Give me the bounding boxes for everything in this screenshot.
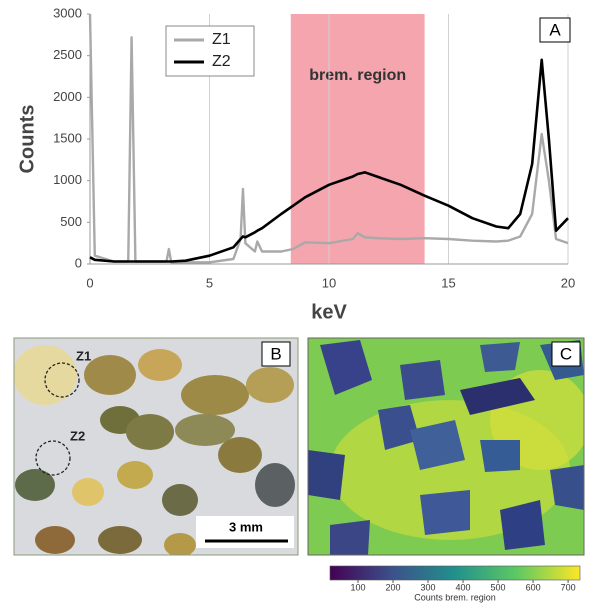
legend-box [166, 26, 254, 76]
grain [218, 437, 262, 473]
map-grain [480, 342, 520, 372]
map-grain [330, 520, 370, 555]
colorbar-tick-label: 400 [456, 582, 471, 592]
x-tick-label: 10 [322, 275, 336, 290]
grain [255, 463, 295, 507]
colorbar-tick-label: 600 [526, 582, 541, 592]
colorbar-tick-label: 300 [421, 582, 436, 592]
photo-panel: Z1 Z2 3 mm [13, 338, 298, 557]
y-tick-label: 2000 [53, 89, 82, 104]
map-grain [480, 440, 520, 472]
y-tick-label: 1000 [53, 172, 82, 187]
map-grain [400, 360, 445, 400]
grain [35, 526, 75, 554]
grain [84, 355, 136, 395]
grain [117, 461, 153, 489]
colorbar-tick-label: 200 [386, 582, 401, 592]
grain [72, 478, 104, 506]
y-tick-label: 2500 [53, 47, 82, 62]
grain [164, 533, 196, 557]
zone-label: Z1 [76, 348, 91, 363]
panel-label: B [270, 344, 281, 363]
grain [246, 367, 294, 403]
legend-label: Z1 [212, 31, 231, 48]
y-tick-label: 500 [60, 214, 82, 229]
x-tick-label: 0 [86, 275, 93, 290]
x-axis-label: keV [311, 301, 347, 323]
y-tick-label: 0 [75, 255, 82, 270]
colorbar-tick-label: 500 [491, 582, 506, 592]
map-grain [308, 450, 345, 500]
colorbar [330, 566, 580, 580]
grain [126, 414, 174, 450]
colorbar-label: Counts brem. region [414, 592, 496, 602]
figure: brem. region0510152005001000150020002500… [0, 0, 599, 603]
panel-label: C [560, 344, 572, 363]
grain [162, 484, 198, 516]
x-tick-label: 5 [206, 275, 213, 290]
x-tick-label: 15 [441, 275, 455, 290]
colorbar-tick-label: 100 [350, 582, 365, 592]
y-tick-label: 1500 [53, 130, 82, 145]
grain [98, 526, 142, 554]
highlight-region [291, 14, 425, 264]
grain [181, 375, 249, 415]
map-grain [420, 490, 470, 535]
colorbar-tick-label: 700 [561, 582, 576, 592]
scale-bar-label: 3 mm [229, 519, 263, 534]
spectrum-panel: brem. region 0 5 10 15 20 0 500 1000 1500 2000 2500… [16, 5, 575, 323]
grain [15, 469, 55, 501]
y-axis-label: Counts [16, 105, 38, 174]
y-tick-label: 3000 [53, 5, 82, 20]
highlight-label: brem. region [309, 67, 406, 84]
legend-label: Z2 [212, 53, 231, 70]
map-grain [550, 465, 584, 510]
zone-label: Z2 [70, 428, 85, 443]
map-panel [308, 338, 590, 555]
x-tick-label: 20 [561, 275, 575, 290]
panel-label: A [549, 20, 561, 39]
grain [138, 349, 182, 381]
